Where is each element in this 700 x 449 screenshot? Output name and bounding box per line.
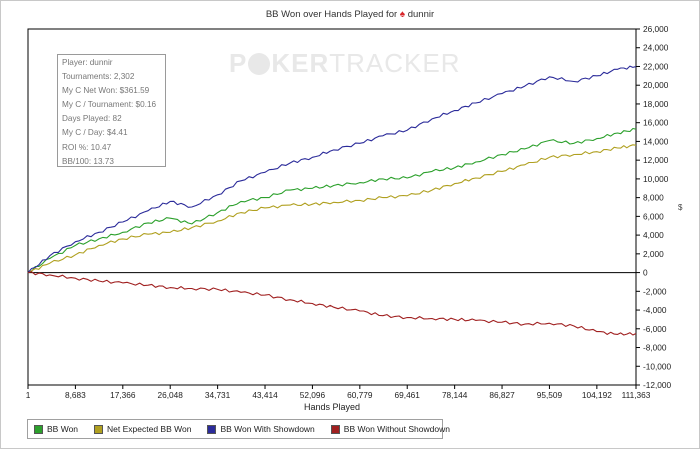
- x-tick-label: 8,683: [65, 390, 86, 400]
- legend-swatch: [94, 424, 104, 434]
- spade-icon: ♠: [399, 9, 406, 20]
- chart-legend: BB Won Net Expected BB Won BB Won With S…: [27, 419, 450, 439]
- series-line-bb-won: [27, 127, 637, 274]
- x-tick-label: 69,461: [395, 390, 421, 400]
- plot-border: [27, 28, 637, 386]
- stat-per-tournament: My C / Tournament: $0.16: [62, 100, 157, 110]
- series-line-bb-won-without-showdown: [27, 271, 637, 336]
- y-tick-label: 24,000: [643, 43, 669, 53]
- x-tick-label: 86,827: [489, 390, 515, 400]
- x-axis-label: Hands Played: [304, 402, 360, 412]
- y-tick-label: 0: [643, 268, 648, 278]
- series-layer: [27, 65, 637, 336]
- x-tick-label: 34,731: [205, 390, 231, 400]
- x-tick-label: 104,192: [582, 390, 612, 400]
- chart-title-player: dunnir: [407, 9, 435, 20]
- watermark-part1: P: [229, 48, 248, 78]
- x-tick-label: 60,779: [347, 390, 373, 400]
- legend-item-bb-won[interactable]: BB Won: [34, 424, 78, 434]
- y-tick-label: 2,000: [643, 249, 664, 259]
- watermark-part3: TRACKER: [329, 48, 461, 78]
- legend-swatch: [330, 424, 340, 434]
- y-tick-label: 22,000: [643, 61, 669, 71]
- series-line-net-expected-bb-won: [27, 144, 637, 274]
- y-tick-label: -4,000: [643, 305, 667, 315]
- legend-item-without-showdown[interactable]: BB Won Without Showdown: [330, 424, 450, 434]
- y-tick-label: 8,000: [643, 193, 664, 203]
- legend-label: BB Won With Showdown: [220, 424, 315, 434]
- y-tick-label: 10,000: [643, 174, 669, 184]
- y-tick-label: 6,000: [643, 211, 664, 221]
- chart-title-text: BB Won over Hands Played for: [265, 9, 398, 20]
- y-tick-label: 26,000: [643, 24, 669, 34]
- x-tick-label: 26,048: [158, 390, 184, 400]
- chart-title: BB Won over Hands Played for ♠ dunnir: [0, 9, 700, 20]
- y-tick-label: 16,000: [643, 118, 669, 128]
- x-tick-label: 111,363: [622, 390, 651, 400]
- x-tick-label: 52,096: [300, 390, 326, 400]
- plot-area-border: [27, 28, 637, 386]
- y-tick-label: 4,000: [643, 230, 664, 240]
- x-tick-label: 78,144: [442, 390, 468, 400]
- poker-chip-icon: [248, 53, 271, 75]
- stat-roi: ROI %: 10.47: [62, 142, 112, 152]
- legend-label: BB Won Without Showdown: [343, 424, 450, 434]
- y-tick-label: -8,000: [643, 343, 667, 353]
- stat-per-day: My C / Day: $4.41: [62, 128, 128, 138]
- x-tick-label: 1: [26, 390, 31, 400]
- y-tick-label: 12,000: [643, 155, 669, 165]
- y-tick-label: 20,000: [643, 80, 669, 90]
- legend-item-net-expected[interactable]: Net Expected BB Won: [94, 424, 191, 434]
- y-tick-label: -10,000: [643, 361, 672, 371]
- y-axis-unit-marker: $: [678, 203, 683, 212]
- player-stats-box: Player: dunnir Tournaments: 2,302 My C N…: [57, 54, 166, 167]
- legend-label: Net Expected BB Won: [107, 424, 192, 434]
- legend-label: BB Won: [47, 424, 79, 434]
- stat-net-won: My C Net Won: $361.59: [62, 86, 150, 96]
- watermark-part2: KER: [271, 48, 330, 78]
- axis-layer: -12,000 -10,000 -8,000 -6,000 -4,000 -2,000 0 2…: [26, 24, 683, 412]
- legend-swatch: [34, 424, 43, 434]
- x-tick-label: 95,509: [537, 390, 563, 400]
- legend-swatch: [207, 424, 217, 434]
- stat-player: Player: dunnir: [62, 58, 113, 67]
- y-tick-label: -12,000: [643, 380, 672, 390]
- pokertracker-watermark-logo: P KERTRACKER: [229, 48, 461, 79]
- x-tick-label: 43,414: [252, 390, 278, 400]
- stat-days-played: Days Played: 82: [62, 114, 122, 124]
- series-line-bb-won-with-showdown: [27, 65, 637, 273]
- y-tick-label: -6,000: [643, 324, 667, 334]
- stat-bb100: BB/100: 13.73: [62, 156, 114, 166]
- y-tick-label: -2,000: [643, 286, 667, 296]
- y-tick-label: 14,000: [643, 136, 669, 146]
- x-tick-label: 17,366: [110, 390, 136, 400]
- stat-tournaments: Tournaments: 2,302: [62, 72, 135, 82]
- legend-item-with-showdown[interactable]: BB Won With Showdown: [207, 424, 315, 434]
- y-tick-label: 18,000: [643, 99, 669, 109]
